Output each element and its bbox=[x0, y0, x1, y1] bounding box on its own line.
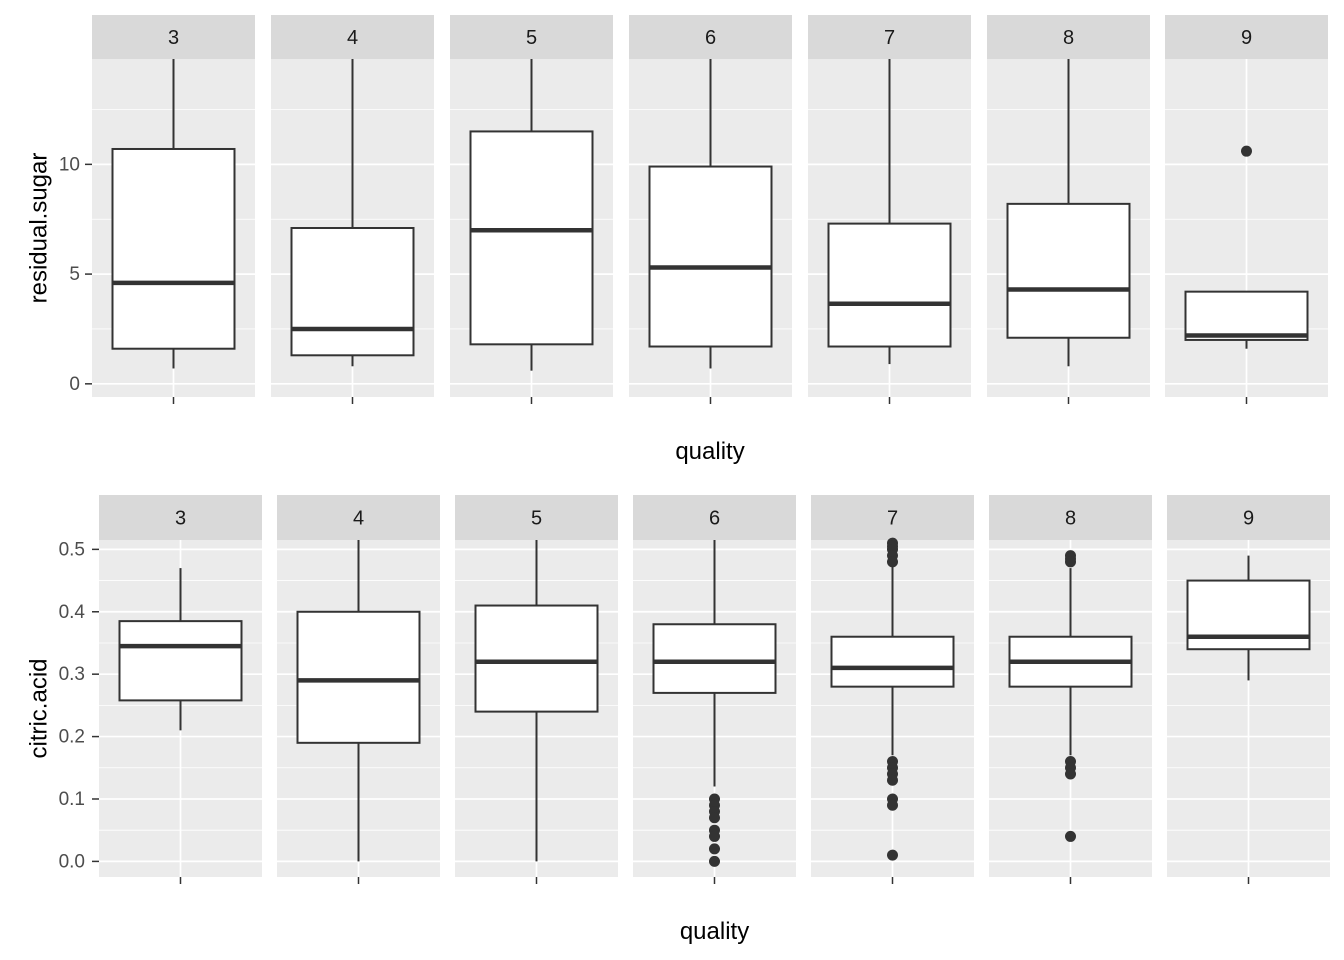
facet-panel-4: 4 bbox=[271, 15, 434, 404]
box-iqr bbox=[827, 222, 952, 348]
x-axis-title: quality bbox=[680, 918, 749, 945]
outlier-point bbox=[1065, 830, 1076, 842]
facet-strip bbox=[1165, 15, 1328, 59]
box-iqr bbox=[648, 165, 773, 348]
box-iqr bbox=[474, 604, 599, 713]
facet-panel-3: 3 bbox=[99, 495, 262, 884]
box-iqr bbox=[290, 227, 415, 357]
box-iqr bbox=[469, 130, 594, 346]
outlier-point bbox=[709, 812, 720, 824]
facet-strip bbox=[629, 15, 792, 59]
facet-row-1: residual.sugar 0 5 10 3 4 5 6 7 8 9 quality bbox=[25, 15, 1328, 465]
facet-strip bbox=[1167, 495, 1330, 540]
box-iqr bbox=[118, 620, 243, 702]
outlier-point bbox=[1065, 768, 1076, 780]
facet-strip bbox=[808, 15, 971, 59]
outlier-point bbox=[709, 855, 720, 867]
y-tick-label: 0.0 bbox=[59, 851, 85, 872]
facet-panel-5: 5 bbox=[450, 15, 613, 404]
facet-strip-label: 3 bbox=[175, 508, 186, 530]
y-tick-label: 0.1 bbox=[59, 789, 85, 810]
facet-strip-label: 6 bbox=[709, 508, 720, 530]
outlier-point bbox=[709, 830, 720, 842]
facet-strip bbox=[633, 495, 796, 540]
facet-panel-5: 5 bbox=[455, 495, 618, 884]
facet-panel-9: 9 bbox=[1165, 15, 1328, 404]
x-axis-title: quality bbox=[675, 438, 744, 465]
box-iqr bbox=[111, 147, 236, 350]
box-iqr bbox=[1184, 290, 1309, 341]
facet-strip-label: 8 bbox=[1063, 27, 1074, 49]
facet-strip bbox=[277, 495, 440, 540]
outlier-point bbox=[887, 556, 898, 568]
y-tick-label: 0.4 bbox=[59, 602, 86, 623]
facet-strip-label: 7 bbox=[887, 508, 898, 530]
outlier-point bbox=[709, 843, 720, 855]
facet-panel-3: 3 bbox=[92, 15, 255, 404]
facet-strip bbox=[99, 495, 262, 540]
facet-strip bbox=[987, 15, 1150, 59]
facet-panel-6: 6 bbox=[629, 15, 792, 404]
facet-strip-label: 5 bbox=[531, 508, 542, 530]
y-tick-label: 10 bbox=[59, 154, 80, 175]
facet-panel-8: 8 bbox=[989, 495, 1152, 884]
facet-strip bbox=[92, 15, 255, 59]
facet-strip bbox=[811, 495, 974, 540]
facet-strip-label: 4 bbox=[347, 27, 358, 49]
y-tick-label: 0 bbox=[69, 374, 80, 395]
facet-panel-7: 7 bbox=[811, 495, 974, 884]
facet-panel-4: 4 bbox=[277, 495, 440, 884]
facet-strip bbox=[455, 495, 618, 540]
box-iqr bbox=[652, 623, 777, 694]
outlier-point bbox=[887, 849, 898, 861]
box-iqr bbox=[830, 635, 955, 688]
facet-panel-9: 9 bbox=[1167, 495, 1330, 884]
y-tick-label: 0.2 bbox=[59, 727, 85, 748]
outlier-point bbox=[887, 799, 898, 811]
outlier-point bbox=[1241, 145, 1252, 157]
y-axis-title: citric.acid bbox=[25, 658, 52, 758]
facet-strip-label: 3 bbox=[168, 27, 179, 49]
facet-strip-label: 5 bbox=[526, 27, 537, 49]
facet-strip-label: 9 bbox=[1241, 27, 1252, 49]
y-tick-label: 5 bbox=[69, 264, 80, 285]
facet-strip-label: 7 bbox=[884, 27, 895, 49]
y-tick-label: 0.5 bbox=[59, 539, 85, 560]
facet-strip-label: 6 bbox=[705, 27, 716, 49]
facet-panel-8: 8 bbox=[987, 15, 1150, 404]
facet-strip-label: 8 bbox=[1065, 508, 1076, 530]
facet-strip bbox=[271, 15, 434, 59]
y-tick-label: 0.3 bbox=[59, 664, 85, 685]
outlier-point bbox=[887, 774, 898, 786]
facet-strip bbox=[450, 15, 613, 59]
facet-row-2: citric.acid 0.0 0.1 0.2 0.3 0.4 0.5 3 4 5 6 7 8 9 qual… bbox=[25, 495, 1330, 945]
facet-panel-7: 7 bbox=[808, 15, 971, 404]
facet-strip bbox=[989, 495, 1152, 540]
box-iqr bbox=[1006, 202, 1131, 339]
box-iqr bbox=[296, 610, 421, 744]
facet-strip-label: 4 bbox=[353, 508, 364, 530]
outlier-point bbox=[1065, 556, 1076, 568]
y-axis-title: residual.sugar bbox=[25, 153, 52, 304]
facet-strip-label: 9 bbox=[1243, 508, 1254, 530]
facet-panel-6: 6 bbox=[633, 495, 796, 884]
